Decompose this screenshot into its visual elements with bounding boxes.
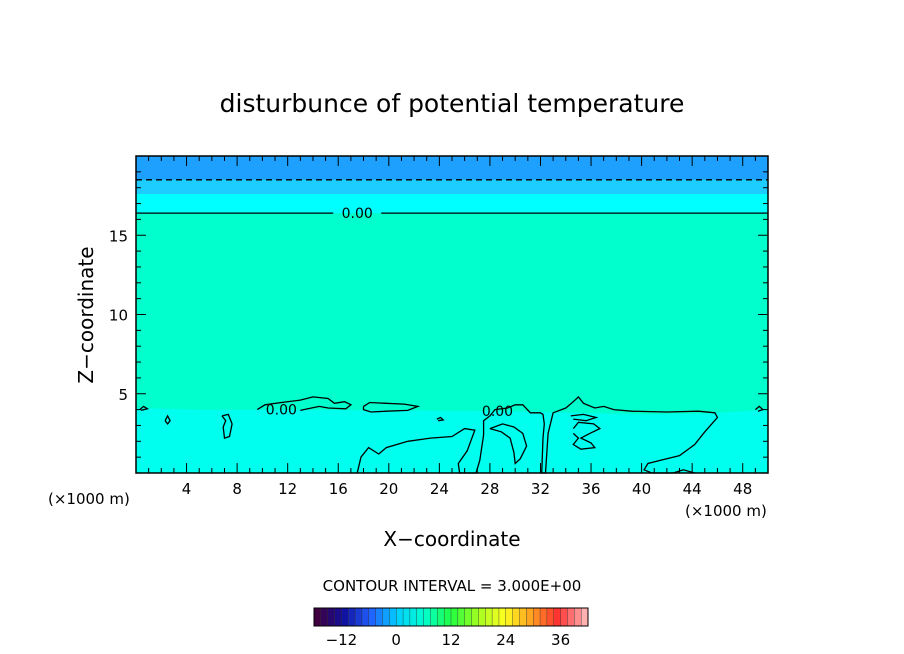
colorbar-cell: [526, 607, 534, 627]
colorbar-cell: [533, 607, 541, 627]
x-unit-right: (×1000 m): [685, 502, 767, 520]
colorbar-cell: [409, 607, 418, 627]
colorbar-cell: [313, 607, 322, 627]
contour-label: 0.00: [266, 403, 297, 419]
colorbar-cell: [560, 607, 568, 627]
colorbar-cell: [574, 607, 582, 627]
contour-blob-a: [256, 396, 353, 412]
band-upper-band-2: [136, 179, 768, 195]
contour-small-c: [221, 413, 233, 439]
colorbar-cell: [334, 607, 342, 627]
contour-wiggles-upper: [570, 413, 599, 422]
colorbar-cell: [375, 607, 383, 627]
colorbar-cell: [402, 607, 411, 627]
band-upper-band-3: [136, 194, 768, 214]
colorbar-cell: [368, 607, 377, 627]
x-tick-label: 28: [480, 480, 499, 498]
contour-label: 0.00: [342, 206, 373, 222]
colorbar-tick-label: 36: [551, 631, 570, 649]
colorbar-cell: [553, 607, 562, 627]
x-tick-label: 36: [581, 480, 600, 498]
x-axis-label: X−coordinate: [383, 527, 520, 551]
colorbar-cell: [512, 607, 521, 627]
colorbar-cell: [580, 607, 589, 627]
x-tick-label: 20: [379, 480, 398, 498]
x-tick-label: 24: [430, 480, 449, 498]
x-tick-label: 48: [733, 480, 752, 498]
colorbar-cell: [519, 607, 527, 627]
contour-lines: [136, 179, 768, 474]
contour-small-b: [164, 414, 171, 425]
colorbar-cell: [478, 607, 486, 627]
contour-labels: 0.00 0.00 0.00: [266, 206, 513, 420]
colorbar-cell: [505, 607, 514, 627]
x-tick-label: 16: [329, 480, 348, 498]
y-tick-label: 5: [118, 386, 128, 404]
colorbar-tick-label: 24: [496, 631, 515, 649]
chart-title: disturbunce of potential temperature: [220, 89, 685, 118]
colorbar-frame: [313, 607, 589, 627]
colorbar-cell: [430, 607, 438, 627]
colorbar-cell: [423, 607, 431, 627]
colorbar-cell: [327, 607, 336, 627]
colorbar-cell: [471, 607, 479, 627]
colorbar-cell: [361, 607, 370, 627]
x-tick-label: 32: [531, 480, 550, 498]
colorbar-cell: [416, 607, 425, 627]
colorbar-cell: [539, 607, 548, 627]
contour-label: 0.00: [482, 404, 513, 420]
y-axis-ticks: 5 10 15: [109, 171, 768, 458]
plot-area: 0.000.00 0.00 4 8 12 16 20 24 28 32 36 40 44 48 5101…: [109, 155, 769, 498]
contour-small-right: [754, 405, 765, 412]
colorbar: [313, 607, 589, 627]
x-tick-label: 12: [278, 480, 297, 498]
colorbar-cell: [485, 607, 493, 627]
colorbar-tick-label: 0: [391, 631, 401, 649]
contour-inner-loop: [489, 423, 528, 465]
colorbar-cell: [354, 607, 363, 627]
colorbar-cell: [437, 607, 445, 627]
y-tick-label: 10: [109, 307, 128, 325]
colorbar-tick-label: 12: [441, 631, 460, 649]
colorbar-cell: [546, 607, 555, 627]
colorbar-cell: [464, 607, 473, 627]
x-tick-label: 8: [232, 480, 242, 498]
colorbar-tick-labels: −12 0 12 24 36: [326, 631, 571, 649]
y-axis-label: Z−coordinate: [74, 246, 98, 383]
y-tick-label: 15: [109, 227, 128, 245]
colorbar-cell: [396, 607, 404, 627]
colorbar-cell: [498, 607, 507, 627]
colorbar-cell: [450, 607, 459, 627]
contour-small-d: [436, 416, 445, 422]
contour-blob-b: [362, 401, 421, 413]
contour-interval-text: CONTOUR INTERVAL = 3.000E+00: [323, 577, 582, 595]
colorbar-cell: [341, 607, 349, 627]
contour-small-a: [139, 405, 150, 412]
band-upper-band-1: [136, 156, 768, 180]
colorbar-cell: [389, 607, 397, 627]
x-unit-left: (×1000 m): [48, 490, 130, 508]
x-tick-label: 4: [182, 480, 192, 498]
contour-main-lower: [356, 395, 719, 474]
x-tick-label: 40: [632, 480, 651, 498]
low-layer-region: [136, 408, 768, 473]
colorbar-cell: [491, 607, 500, 627]
colorbar-cell: [443, 607, 452, 627]
colorbar-cell: [348, 607, 356, 627]
x-axis-ticks: 4 8 12 16 20 24 28 32 36 40 44 48: [148, 156, 756, 498]
x-tick-label: 44: [683, 480, 702, 498]
colorbar-tick-label: −12: [326, 631, 358, 649]
contour-wiggles: [572, 421, 602, 450]
colorbar-cell: [320, 607, 329, 627]
colorbar-cell: [457, 607, 466, 627]
colorbar-cell: [567, 607, 575, 627]
upper-bands: [136, 156, 768, 214]
colorbar-cell: [382, 607, 390, 627]
